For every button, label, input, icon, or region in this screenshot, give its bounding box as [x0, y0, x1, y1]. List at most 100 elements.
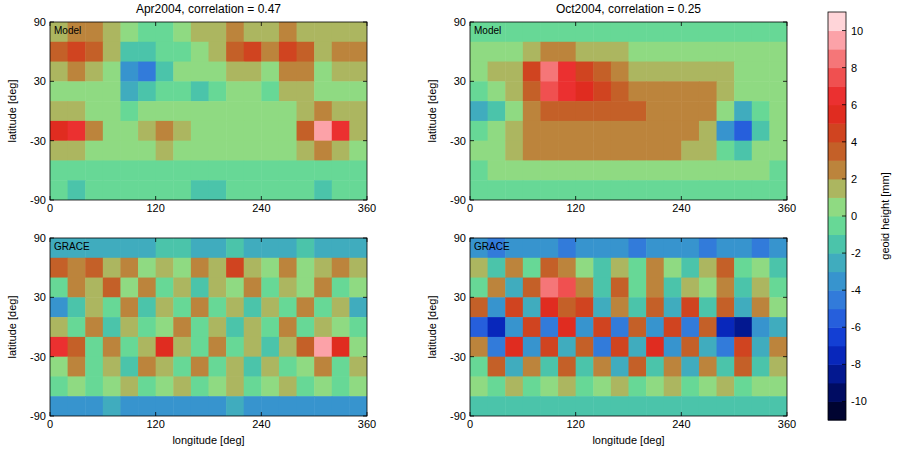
cell [120, 337, 138, 357]
cell [593, 81, 611, 101]
colorbar-band [828, 160, 846, 179]
cell [558, 101, 576, 121]
cell [470, 42, 488, 62]
cell [156, 121, 174, 141]
cell [103, 101, 121, 121]
cell [173, 376, 191, 396]
cell [156, 396, 174, 416]
cell [209, 81, 227, 101]
cell [717, 376, 735, 396]
cell [734, 258, 752, 278]
x-tick [787, 22, 788, 26]
cell [173, 357, 191, 377]
y-tick [363, 81, 367, 82]
cell [173, 180, 191, 200]
cell [156, 258, 174, 278]
cell [523, 81, 541, 101]
cell [50, 317, 68, 337]
cell [734, 180, 752, 200]
cell [611, 180, 629, 200]
cell [120, 357, 138, 377]
cell [120, 396, 138, 416]
cell [85, 62, 103, 82]
y-tick-label: 90 [454, 232, 466, 244]
cell [314, 62, 332, 82]
cell [297, 141, 315, 161]
cell [138, 278, 156, 298]
cell [717, 337, 735, 357]
cell [332, 337, 350, 357]
cell [314, 396, 332, 416]
cell [646, 278, 664, 298]
cell [314, 238, 332, 258]
cell [226, 121, 244, 141]
cell [611, 101, 629, 121]
cell [734, 101, 752, 121]
cell [593, 317, 611, 337]
cell [138, 317, 156, 337]
cell [629, 62, 647, 82]
cell [540, 81, 558, 101]
cell [156, 317, 174, 337]
cell [734, 141, 752, 161]
cell [138, 22, 156, 42]
cell [699, 81, 717, 101]
cell [629, 376, 647, 396]
cell [244, 101, 262, 121]
cell [209, 396, 227, 416]
cell [664, 278, 682, 298]
cell [209, 141, 227, 161]
colorbar-band [828, 105, 846, 124]
cell [173, 160, 191, 180]
y-tick [363, 356, 367, 357]
cell [699, 258, 717, 278]
cell [488, 121, 506, 141]
cell [244, 297, 262, 317]
colorbar-tick [842, 327, 846, 328]
cell [332, 160, 350, 180]
cell [314, 101, 332, 121]
cell [85, 101, 103, 121]
cell [191, 337, 209, 357]
cell [717, 357, 735, 377]
cell [103, 180, 121, 200]
cell [664, 141, 682, 161]
colorbar-tick-label: 0 [851, 210, 857, 222]
cell [297, 278, 315, 298]
x-tick [155, 238, 156, 242]
cell [523, 278, 541, 298]
cell [209, 101, 227, 121]
cell [314, 376, 332, 396]
cell [558, 81, 576, 101]
colorbar-band [828, 401, 846, 420]
cell [191, 357, 209, 377]
cell [558, 160, 576, 180]
cell [734, 62, 752, 82]
cell [681, 141, 699, 161]
x-tick [155, 22, 156, 26]
colorbar-band [828, 364, 846, 383]
cell [173, 278, 191, 298]
cell [593, 357, 611, 377]
colorbar-band [828, 197, 846, 216]
cell [523, 62, 541, 82]
cell [664, 376, 682, 396]
cell [349, 317, 367, 337]
cell [664, 238, 682, 258]
cell [103, 62, 121, 82]
cell [120, 317, 138, 337]
cell [261, 317, 279, 337]
colorbar-band [828, 68, 846, 87]
cell [226, 42, 244, 62]
cell [646, 357, 664, 377]
cell [717, 81, 735, 101]
cell [297, 357, 315, 377]
cell [85, 278, 103, 298]
cell [314, 317, 332, 337]
cell [279, 258, 297, 278]
cell [540, 317, 558, 337]
y-tick [470, 81, 474, 82]
cell [349, 62, 367, 82]
cell [540, 278, 558, 298]
cell [50, 337, 68, 357]
